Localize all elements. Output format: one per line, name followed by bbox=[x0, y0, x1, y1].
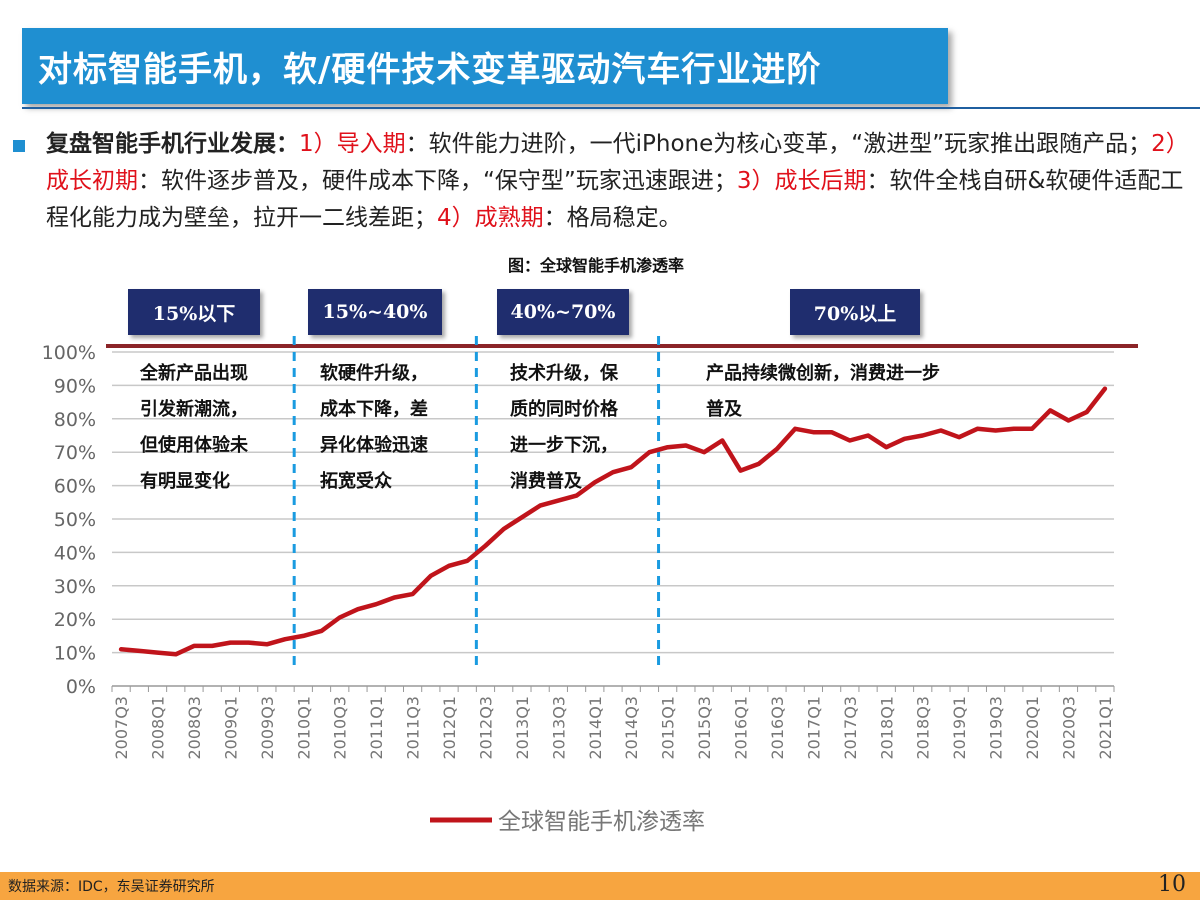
phase-note-line: 异化体验迅速 bbox=[320, 435, 428, 456]
x-tick-label: 2011Q1 bbox=[367, 696, 386, 760]
x-tick-label: 2013Q3 bbox=[549, 696, 568, 760]
phase-note-line: 但使用体验未 bbox=[140, 435, 248, 456]
x-tick-label: 2011Q3 bbox=[404, 696, 423, 760]
y-tick-label: 30% bbox=[54, 576, 96, 598]
penetration-chart: 0% 10% 20% 30% 40% 50% 60% 70% 80% 90% 100% 2007Q3 2… bbox=[42, 336, 1138, 835]
y-tick-label: 10% bbox=[54, 643, 96, 665]
phase-box-1: 15%以下 bbox=[128, 289, 260, 335]
phase-note-1: 全新产品出现 引发新潮流， 但使用体验未 有明显变化 bbox=[140, 356, 248, 500]
y-tick-label: 80% bbox=[54, 409, 96, 431]
chart-caption: 图：全球智能手机渗透率 bbox=[508, 256, 685, 275]
x-tick-label: 2010Q3 bbox=[331, 696, 350, 760]
phase-1-num: 1） bbox=[299, 131, 337, 157]
x-tick-label: 2015Q3 bbox=[695, 696, 714, 760]
phase-1-name: 导入期 bbox=[336, 131, 406, 157]
x-tick-label: 2016Q3 bbox=[768, 696, 787, 760]
phase-4-text: ：格局稳定。 bbox=[543, 205, 682, 231]
phase-2-text: ：软件逐步普及，硬件成本下降，“保守型”玩家迅速跟进； bbox=[138, 168, 737, 194]
y-tick-label: 0% bbox=[66, 676, 96, 698]
x-tick-label: 2010Q1 bbox=[294, 696, 313, 760]
phase-note-4: 产品持续微创新，消费进一步 普及 bbox=[706, 356, 940, 428]
legend-label: 全球智能手机渗透率 bbox=[498, 809, 705, 835]
phase-note-line: 拓宽受众 bbox=[320, 471, 392, 492]
phase-2-num: 2） bbox=[1151, 131, 1189, 157]
title-divider bbox=[22, 107, 1200, 109]
phase-note-line: 产品持续微创新，消费进一步 bbox=[706, 363, 940, 384]
x-tick-label: 2017Q3 bbox=[841, 696, 860, 760]
x-tick-label: 2012Q3 bbox=[476, 696, 495, 760]
x-tick-label: 2018Q1 bbox=[877, 696, 896, 760]
x-tick-label: 2009Q3 bbox=[258, 696, 277, 760]
y-tick-label: 100% bbox=[42, 342, 96, 364]
x-tick-label: 2018Q3 bbox=[914, 696, 933, 760]
phase-note-line: 引发新潮流， bbox=[140, 399, 248, 420]
phase-3-text: ：软件全栈自研&软硬件适配工程化能力成为壁垒，拉开一二线差距； bbox=[46, 168, 1184, 231]
phase-note-2: 软硬件升级， 成本下降，差 异化体验迅速 拓宽受众 bbox=[320, 356, 428, 500]
phase-3-name: 成长后期 bbox=[774, 168, 867, 194]
bullet-square-icon bbox=[13, 140, 25, 152]
phase-note-line: 消费普及 bbox=[510, 471, 582, 492]
phase-box-2: 15%~40% bbox=[308, 289, 442, 335]
summary-lead: 复盘智能手机行业发展： bbox=[46, 131, 299, 157]
phase-note-line: 成本下降，差 bbox=[320, 399, 428, 420]
x-tick-label: 2015Q1 bbox=[659, 696, 678, 760]
x-tick-label: 2016Q1 bbox=[732, 696, 751, 760]
summary-paragraph: 复盘智能手机行业发展：1）导入期：软件能力进阶，一代iPhone为核心变革，“激… bbox=[46, 126, 1192, 237]
phase-box-4: 70%以上 bbox=[790, 289, 920, 335]
phase-note-3: 技术升级，保 质的同时价格 进一步下沉， 消费普及 bbox=[510, 356, 618, 500]
x-tick-label: 2020Q1 bbox=[1023, 696, 1042, 760]
phase-3-num: 3） bbox=[736, 168, 775, 194]
title-banner: 对标智能手机，软/硬件技术变革驱动汽车行业进阶 bbox=[22, 28, 948, 104]
x-tick-label: 2020Q3 bbox=[1059, 696, 1078, 760]
y-tick-label: 90% bbox=[54, 375, 96, 397]
page-title: 对标智能手机，软/硬件技术变革驱动汽车行业进阶 bbox=[38, 49, 822, 90]
phase-note-line: 普及 bbox=[706, 399, 742, 420]
y-tick-label: 50% bbox=[54, 509, 96, 531]
phase-note-line: 技术升级，保 bbox=[510, 363, 618, 384]
x-tick-label: 2021Q1 bbox=[1096, 696, 1115, 760]
x-tick-label: 2017Q1 bbox=[804, 696, 823, 760]
y-tick-label: 20% bbox=[54, 609, 96, 631]
phase-2-name: 成长初期 bbox=[46, 168, 138, 194]
x-tick-label: 2014Q1 bbox=[586, 696, 605, 760]
phase-4-num: 4） bbox=[437, 205, 475, 231]
y-tick-label: 70% bbox=[54, 442, 96, 464]
phase-4-name: 成熟期 bbox=[474, 205, 544, 231]
x-tick-label: 2008Q3 bbox=[185, 696, 204, 760]
data-source: 数据来源：IDC，东吴证券研究所 bbox=[8, 879, 215, 895]
y-tick-label: 40% bbox=[54, 542, 96, 564]
page-number: 10 bbox=[1158, 872, 1186, 897]
phase-note-line: 进一步下沉， bbox=[510, 435, 618, 456]
x-tick-label: 2019Q1 bbox=[950, 696, 969, 760]
footer-bar bbox=[0, 872, 1200, 900]
phase-box-3: 40%~70% bbox=[497, 289, 629, 335]
x-tick-label: 2009Q1 bbox=[221, 696, 240, 760]
x-tick-label: 2013Q1 bbox=[513, 696, 532, 760]
x-tick-label: 2008Q1 bbox=[149, 696, 168, 760]
x-tick-label: 2019Q3 bbox=[987, 696, 1006, 760]
phase-note-line: 有明显变化 bbox=[140, 471, 230, 492]
x-tick-label: 2007Q3 bbox=[112, 696, 131, 760]
series-line bbox=[118, 386, 1108, 657]
phase-1-text: ：软件能力进阶，一代iPhone为核心变革，“激进型”玩家推出跟随产品； bbox=[405, 131, 1152, 157]
phase-note-line: 质的同时价格 bbox=[510, 399, 618, 420]
x-tick-label: 2012Q1 bbox=[440, 696, 459, 760]
x-tick-label: 2014Q3 bbox=[622, 696, 641, 760]
phase-note-line: 软硬件升级， bbox=[320, 363, 428, 384]
phase-note-line: 全新产品出现 bbox=[140, 363, 248, 384]
y-tick-label: 60% bbox=[54, 476, 96, 498]
